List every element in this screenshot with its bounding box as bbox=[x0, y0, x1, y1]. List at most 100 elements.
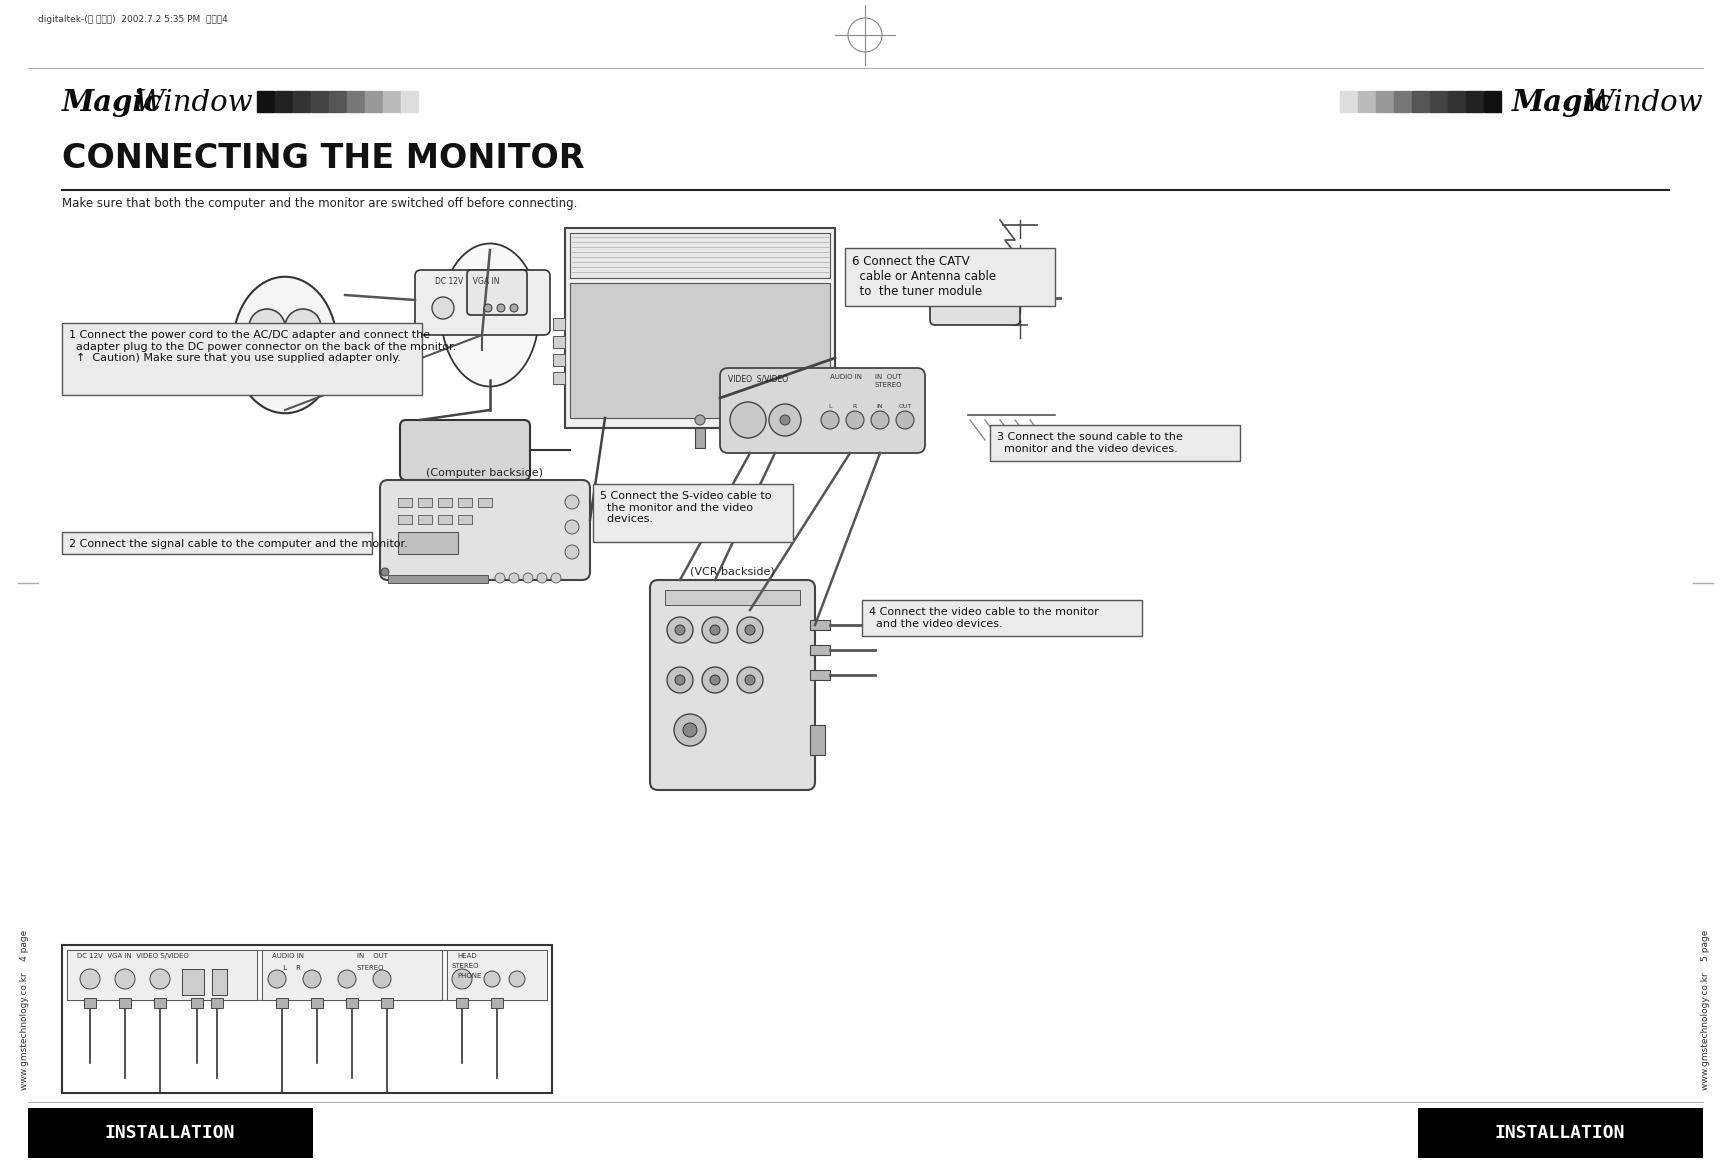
Circle shape bbox=[495, 573, 505, 584]
Ellipse shape bbox=[441, 244, 538, 386]
Bar bbox=[381, 998, 393, 1008]
Bar bbox=[329, 91, 346, 112]
Bar bbox=[398, 515, 412, 524]
Text: www.gmstechnology.co.kr    5 page: www.gmstechnology.co.kr 5 page bbox=[1701, 930, 1709, 1090]
Bar bbox=[62, 323, 422, 394]
Text: IN    OUT: IN OUT bbox=[356, 953, 388, 959]
Text: VIDEO  S/VIDEO: VIDEO S/VIDEO bbox=[728, 373, 787, 383]
Text: STEREO: STEREO bbox=[874, 382, 901, 387]
Text: HEAD: HEAD bbox=[457, 953, 476, 959]
Text: INSTALLATION: INSTALLATION bbox=[106, 1124, 235, 1142]
Text: 3 Connect the sound cable to the
  monitor and the video devices.: 3 Connect the sound cable to the monitor… bbox=[996, 432, 1182, 454]
Circle shape bbox=[536, 573, 547, 584]
Circle shape bbox=[484, 303, 491, 312]
Text: DC 12V    VGA IN: DC 12V VGA IN bbox=[434, 277, 500, 286]
Circle shape bbox=[780, 415, 789, 425]
Bar bbox=[569, 284, 829, 418]
Bar bbox=[810, 620, 829, 630]
Circle shape bbox=[509, 971, 524, 987]
FancyBboxPatch shape bbox=[467, 270, 526, 315]
Circle shape bbox=[941, 291, 957, 306]
Circle shape bbox=[673, 714, 706, 746]
Circle shape bbox=[372, 970, 391, 988]
Bar bbox=[211, 969, 227, 995]
FancyBboxPatch shape bbox=[415, 270, 550, 335]
Circle shape bbox=[432, 296, 453, 319]
FancyBboxPatch shape bbox=[400, 420, 529, 480]
Bar bbox=[346, 91, 363, 112]
Text: www.gmstechnology.co.kr    4 page: www.gmstechnology.co.kr 4 page bbox=[21, 930, 29, 1090]
Text: 5 Connect the S-video cable to
  the monitor and the video
  devices.: 5 Connect the S-video cable to the monit… bbox=[600, 491, 772, 524]
Bar bbox=[446, 950, 547, 1000]
Bar bbox=[569, 233, 829, 278]
Circle shape bbox=[564, 545, 578, 559]
Bar bbox=[458, 498, 472, 506]
Bar bbox=[810, 725, 825, 755]
Circle shape bbox=[820, 411, 839, 429]
Circle shape bbox=[249, 309, 285, 345]
Circle shape bbox=[564, 520, 578, 534]
Circle shape bbox=[285, 309, 320, 345]
Circle shape bbox=[266, 342, 303, 378]
Bar bbox=[190, 998, 202, 1008]
Bar bbox=[552, 336, 564, 348]
FancyBboxPatch shape bbox=[381, 480, 590, 580]
Bar bbox=[664, 591, 799, 605]
Circle shape bbox=[550, 573, 561, 584]
Bar bbox=[388, 575, 488, 584]
Circle shape bbox=[268, 970, 285, 988]
Text: DC 12V  VGA IN  VIDEO S/VIDEO: DC 12V VGA IN VIDEO S/VIDEO bbox=[76, 953, 189, 959]
Text: (Computer backside): (Computer backside) bbox=[426, 468, 543, 478]
Bar bbox=[398, 498, 412, 506]
Circle shape bbox=[675, 626, 685, 635]
Circle shape bbox=[702, 617, 728, 643]
Circle shape bbox=[744, 626, 754, 635]
Circle shape bbox=[709, 675, 720, 685]
Bar bbox=[62, 945, 552, 1093]
Circle shape bbox=[303, 970, 320, 988]
Bar bbox=[810, 670, 829, 680]
Circle shape bbox=[114, 969, 135, 988]
Bar bbox=[365, 91, 382, 112]
Text: 4 Connect the video cable to the monitor
  and the video devices.: 4 Connect the video cable to the monitor… bbox=[868, 607, 1099, 629]
Circle shape bbox=[683, 724, 697, 738]
Bar bbox=[182, 969, 204, 995]
Text: STEREO: STEREO bbox=[452, 963, 479, 969]
Circle shape bbox=[870, 411, 889, 429]
Text: IN  OUT: IN OUT bbox=[874, 373, 901, 380]
Text: R: R bbox=[853, 404, 856, 408]
Circle shape bbox=[80, 969, 100, 988]
Bar bbox=[67, 950, 256, 1000]
Bar bbox=[695, 428, 704, 448]
Text: 6 Connect the CATV
  cable or Antenna cable
  to  the tuner module: 6 Connect the CATV cable or Antenna cabl… bbox=[851, 256, 995, 298]
FancyBboxPatch shape bbox=[650, 580, 815, 790]
Bar bbox=[593, 484, 792, 541]
Bar bbox=[292, 91, 310, 112]
Bar bbox=[417, 498, 432, 506]
Bar bbox=[346, 998, 358, 1008]
Bar bbox=[1375, 91, 1393, 112]
Bar bbox=[1448, 91, 1464, 112]
Bar bbox=[1417, 1107, 1702, 1158]
Circle shape bbox=[497, 303, 505, 312]
FancyBboxPatch shape bbox=[720, 368, 924, 453]
Text: AUDIO IN: AUDIO IN bbox=[829, 373, 862, 380]
Text: Window: Window bbox=[1583, 89, 1702, 117]
Circle shape bbox=[768, 404, 801, 436]
Bar bbox=[382, 91, 400, 112]
Bar bbox=[119, 998, 131, 1008]
Text: INSTALLATION: INSTALLATION bbox=[1495, 1124, 1624, 1142]
Circle shape bbox=[846, 411, 863, 429]
Bar bbox=[455, 998, 467, 1008]
Bar bbox=[85, 998, 95, 1008]
Bar bbox=[398, 532, 458, 554]
Bar bbox=[1339, 91, 1356, 112]
Circle shape bbox=[737, 668, 763, 693]
Bar bbox=[1429, 91, 1446, 112]
Circle shape bbox=[381, 568, 389, 576]
Bar bbox=[401, 91, 417, 112]
Circle shape bbox=[675, 675, 685, 685]
Text: OUT: OUT bbox=[898, 404, 912, 408]
Bar bbox=[552, 372, 564, 384]
Text: 2 Connect the signal cable to the computer and the monitor.: 2 Connect the signal cable to the comput… bbox=[69, 539, 408, 548]
